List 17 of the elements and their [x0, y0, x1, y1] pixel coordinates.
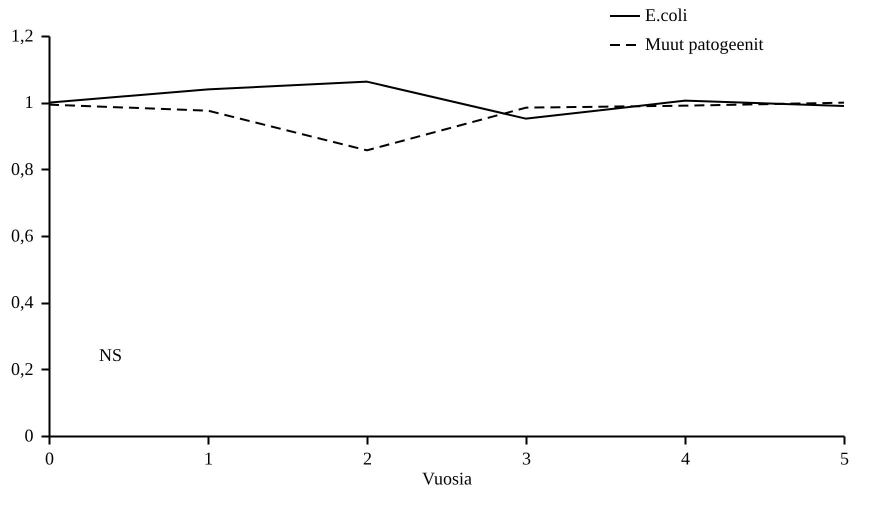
y-tick-label: 1,2 [11, 26, 34, 46]
y-tick-label: 0,4 [11, 292, 34, 312]
y-tick-label: 1 [24, 92, 34, 112]
annotation: NS [99, 345, 122, 365]
x-tick-label: 4 [681, 448, 690, 468]
x-axis-title: Vuosia [422, 468, 472, 488]
y-tick-label: 0,2 [11, 358, 34, 379]
y-tick-label: 0,6 [11, 226, 34, 246]
x-tick-label: 5 [840, 448, 849, 468]
x-tick-label: 0 [45, 448, 54, 468]
x-tick-label: 2 [363, 448, 372, 468]
y-tick-label: 0,8 [11, 158, 34, 179]
legend-label: Muut patogeenit [645, 34, 764, 54]
y-tick-label: 0 [24, 426, 34, 446]
legend-label: E.coli [645, 5, 688, 25]
x-tick-label: 1 [204, 448, 213, 468]
x-tick-label: 3 [522, 448, 531, 468]
